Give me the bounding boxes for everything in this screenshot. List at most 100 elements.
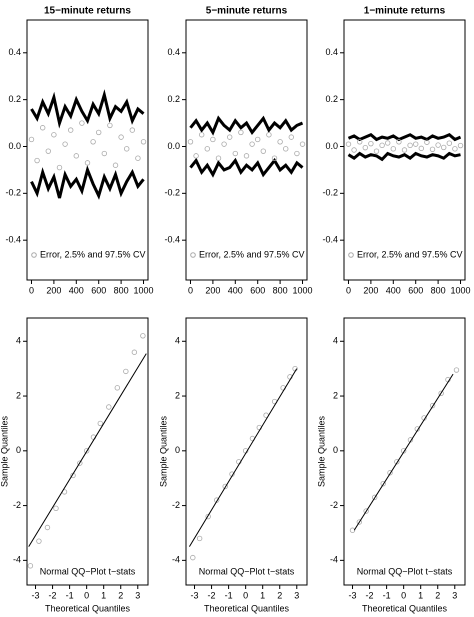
point	[441, 144, 447, 151]
cv-line	[347, 133, 462, 142]
y-tick-label: 0.2	[167, 94, 180, 104]
point	[39, 125, 46, 131]
point	[51, 132, 57, 138]
x-tick-label: 1000	[134, 285, 154, 295]
point	[221, 141, 227, 147]
point	[196, 535, 203, 542]
y-tick-label: 0.2	[8, 94, 21, 104]
point	[62, 141, 68, 147]
y-tick-label: 0.4	[325, 47, 338, 57]
legend-marker	[31, 252, 37, 258]
plot-area	[28, 89, 147, 200]
y-tick-label: -2	[13, 500, 21, 510]
y-tick-label: 0	[333, 445, 338, 455]
y-tick-label: 2	[333, 390, 338, 400]
plot-area	[187, 115, 306, 178]
plot-area	[345, 133, 464, 162]
reference-line	[28, 353, 147, 547]
point	[56, 164, 63, 171]
point	[90, 139, 96, 145]
point	[371, 494, 378, 501]
x-axis-label: Theoretical Quantiles	[45, 603, 131, 613]
x-tick-label: 0	[346, 285, 351, 295]
y-tick-label: 0	[16, 445, 21, 455]
point	[124, 146, 130, 152]
legend-label: Normal QQ−Plot t−stats	[357, 566, 453, 576]
panel: 1−minute returns -0.4 -0.2 0.0 0.2 0.4 0 200 400…	[322, 6, 470, 296]
point	[97, 420, 103, 427]
point	[106, 404, 112, 410]
x-tick-label: 600	[91, 285, 106, 295]
y-tick-label: 0.0	[8, 141, 21, 151]
point	[238, 129, 244, 136]
point	[418, 145, 425, 152]
legend-label: Error, 2.5% and 97.5% CV	[40, 249, 146, 259]
x-tick-label: 200	[46, 285, 61, 295]
y-tick-label: -0.2	[322, 188, 338, 198]
y-tick-label: 0	[175, 445, 180, 455]
point	[96, 129, 102, 136]
x-tick-label: 1	[260, 590, 265, 600]
point	[198, 132, 205, 138]
point	[140, 333, 146, 339]
x-tick-label: 400	[69, 285, 84, 295]
point	[407, 142, 413, 149]
x-tick-label: 2	[435, 590, 440, 600]
panel: -4 -2 0 2 4 -3 -2 -1 0 1 2 3 Theoretical Quantiles Sa…	[0, 317, 149, 613]
point	[190, 554, 196, 561]
point	[36, 538, 42, 544]
x-tick-label: 1	[101, 590, 106, 600]
x-tick-label: 0	[84, 590, 89, 600]
point	[27, 563, 34, 569]
y-axis-label: Sample Quantiles	[316, 415, 326, 487]
point	[129, 127, 136, 133]
x-tick-label: 400	[386, 285, 401, 295]
point	[356, 139, 363, 145]
point	[210, 136, 216, 143]
x-tick-label: 600	[408, 285, 423, 295]
point	[249, 141, 255, 147]
x-tick-label: 3	[135, 590, 140, 600]
x-tick-label: 800	[114, 285, 129, 295]
point	[452, 146, 458, 152]
point	[101, 150, 108, 157]
y-tick-label: -0.2	[5, 188, 21, 198]
point	[435, 142, 441, 148]
point	[390, 146, 396, 152]
panel-title: 15−minute returns	[44, 6, 131, 17]
cv-line	[189, 157, 304, 178]
plot-area	[349, 367, 460, 533]
point	[373, 148, 380, 154]
reference-line	[188, 368, 298, 547]
point	[294, 150, 300, 157]
point	[34, 157, 40, 164]
y-tick-label: -0.2	[164, 188, 180, 198]
x-tick-label: 0	[243, 590, 248, 600]
point	[84, 160, 91, 166]
x-tick-label: -3	[32, 590, 40, 600]
x-tick-label: 800	[273, 285, 288, 295]
legend-label: Error, 2.5% and 97.5% CV	[357, 249, 463, 259]
point	[83, 448, 90, 454]
y-tick-label: 4	[333, 336, 338, 346]
plot-box	[343, 19, 466, 281]
x-tick-label: 0	[401, 590, 406, 600]
y-tick-label: -0.4	[164, 235, 180, 245]
point	[457, 142, 464, 149]
point	[226, 134, 233, 140]
point	[384, 140, 391, 146]
y-tick-label: -4	[330, 555, 338, 565]
y-tick-label: -2	[330, 500, 338, 510]
point	[387, 470, 393, 476]
plot-box	[343, 317, 466, 586]
point	[396, 139, 402, 145]
x-tick-label: 200	[205, 285, 220, 295]
x-tick-label: -3	[349, 590, 357, 600]
point	[277, 139, 283, 145]
x-tick-label: -1	[66, 590, 74, 600]
point	[356, 519, 363, 525]
point	[401, 147, 408, 153]
x-tick-label: -2	[208, 590, 216, 600]
x-tick-label: 2	[277, 590, 282, 600]
